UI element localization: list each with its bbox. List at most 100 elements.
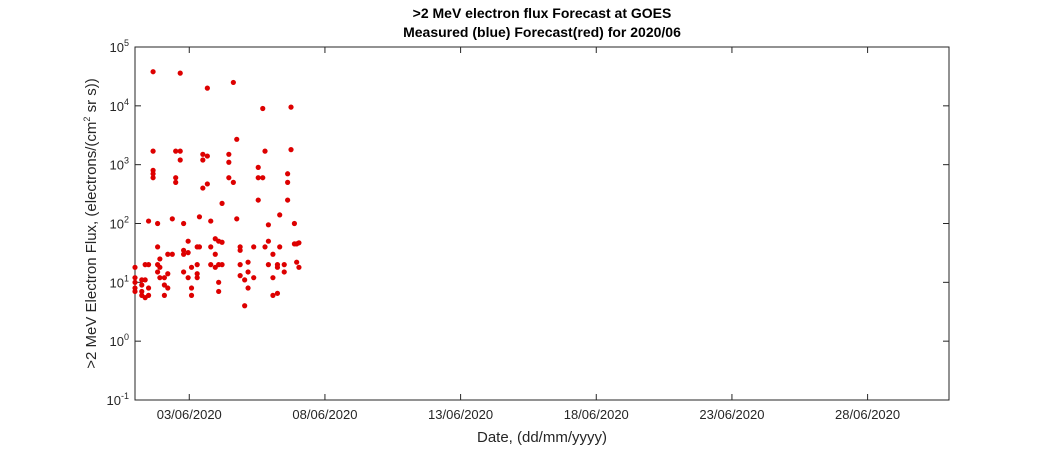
data-point xyxy=(288,147,294,153)
data-point xyxy=(281,269,287,275)
y-tick-label: 102 xyxy=(110,215,129,232)
data-point xyxy=(185,250,191,256)
y-tick-label: 104 xyxy=(110,97,129,114)
y-tick-label: 100 xyxy=(110,332,129,349)
chart-subtitle: Measured (blue) Forecast(red) for 2020/0… xyxy=(403,24,681,40)
data-point xyxy=(132,275,138,281)
x-tick-label: 28/06/2020 xyxy=(835,407,900,422)
data-point xyxy=(281,262,287,268)
data-point xyxy=(212,251,218,257)
data-point xyxy=(255,197,261,203)
data-point xyxy=(270,292,276,298)
data-point xyxy=(204,85,210,91)
data-point xyxy=(260,105,266,112)
data-point xyxy=(296,264,302,270)
data-point xyxy=(274,262,281,268)
data-point xyxy=(177,148,183,154)
data-point xyxy=(245,269,251,275)
x-tick-label: 23/06/2020 xyxy=(699,407,764,422)
data-point xyxy=(188,292,195,298)
data-point xyxy=(150,69,156,75)
data-point xyxy=(145,262,152,268)
data-point xyxy=(242,303,248,309)
data-point xyxy=(150,175,156,181)
data-point xyxy=(155,244,161,250)
data-point xyxy=(173,148,179,154)
data-point xyxy=(251,244,257,250)
chart-title: >2 MeV electron flux Forecast at GOES xyxy=(413,5,672,21)
data-point xyxy=(173,175,179,181)
data-point xyxy=(185,275,191,281)
data-point xyxy=(242,277,248,283)
data-point xyxy=(234,216,240,222)
data-point xyxy=(226,151,232,157)
data-point xyxy=(216,279,222,285)
data-point xyxy=(237,247,243,253)
data-point xyxy=(285,197,291,203)
data-point xyxy=(169,251,175,257)
data-point xyxy=(200,151,206,157)
data-point xyxy=(181,251,187,257)
data-point xyxy=(219,200,225,206)
data-point xyxy=(285,179,291,185)
data-point xyxy=(274,290,281,296)
data-point xyxy=(265,238,272,244)
data-point xyxy=(270,275,276,281)
data-point xyxy=(145,292,152,298)
x-tick-label: 08/06/2020 xyxy=(292,407,357,422)
data-point xyxy=(208,244,214,250)
data-point xyxy=(291,220,298,227)
data-point xyxy=(194,262,200,268)
data-point xyxy=(173,179,179,185)
data-point xyxy=(177,70,183,76)
data-point xyxy=(155,269,161,275)
x-axis-label: Date, (dd/mm/yyyy) xyxy=(477,429,607,446)
data-point xyxy=(177,157,183,163)
data-point xyxy=(150,171,156,177)
data-point xyxy=(142,277,148,283)
data-point xyxy=(204,153,210,159)
y-tick-label: 105 xyxy=(110,38,129,55)
data-point xyxy=(296,240,302,246)
data-point xyxy=(145,218,152,224)
data-point xyxy=(157,256,163,262)
data-point xyxy=(230,179,236,185)
data-point xyxy=(260,175,266,181)
data-point xyxy=(262,148,268,154)
data-point xyxy=(165,285,171,291)
data-point xyxy=(208,262,214,268)
data-point xyxy=(150,148,156,154)
data-point xyxy=(255,175,261,181)
data-point xyxy=(285,171,291,177)
data-point xyxy=(181,269,187,275)
data-point xyxy=(234,136,240,142)
data-point xyxy=(277,244,283,250)
data-point xyxy=(196,214,203,220)
data-point xyxy=(237,262,243,268)
data-point xyxy=(188,285,195,291)
data-point xyxy=(196,244,203,250)
data-point xyxy=(255,164,261,170)
data-point xyxy=(165,271,171,277)
data-point xyxy=(245,259,251,265)
data-point xyxy=(132,285,138,291)
y-tick-label: 101 xyxy=(110,273,129,290)
y-tick-label: 103 xyxy=(110,156,129,173)
data-point xyxy=(216,288,222,295)
x-tick-label: 18/06/2020 xyxy=(564,407,629,422)
data-point xyxy=(251,275,257,281)
data-point xyxy=(169,216,175,222)
data-point xyxy=(181,220,187,227)
data-point xyxy=(294,259,300,265)
data-point xyxy=(185,238,191,244)
data-point xyxy=(157,275,163,281)
y-axis-label: >2 MeV Electron Flux, (electrons/(cm2 sr… xyxy=(82,78,100,369)
data-point xyxy=(219,239,225,245)
data-point xyxy=(226,175,232,181)
data-point xyxy=(165,251,171,257)
data-point xyxy=(157,264,163,270)
data-point xyxy=(194,271,200,277)
